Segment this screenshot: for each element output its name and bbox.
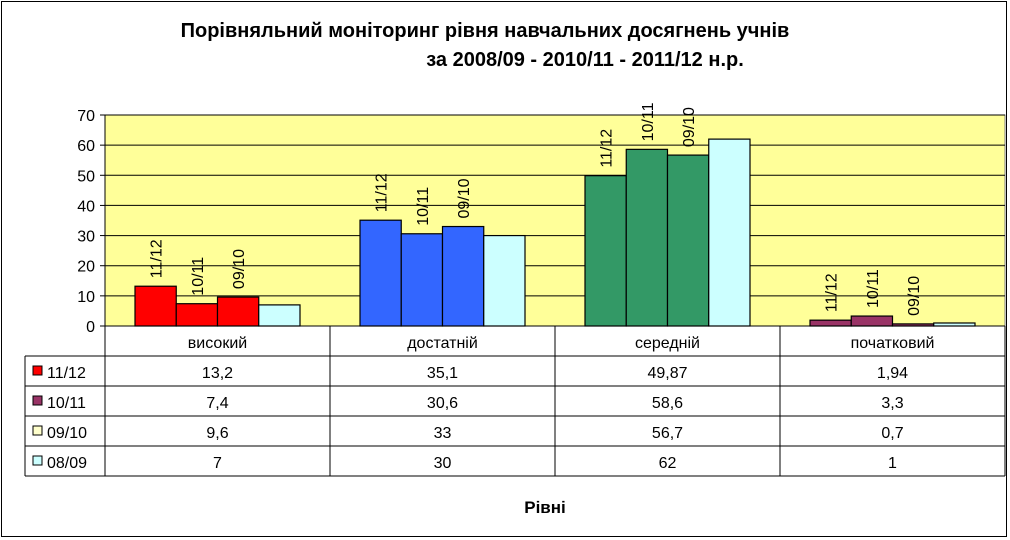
- y-tick-label: 30: [77, 229, 95, 246]
- bar: [708, 138, 751, 327]
- legend-key: [32, 425, 43, 436]
- legend-key: [32, 365, 43, 376]
- data-table-cell: 1,94: [877, 365, 908, 382]
- data-table-cell: 0,7: [881, 425, 903, 442]
- bar: [850, 315, 894, 327]
- bar: [359, 219, 402, 327]
- plot-area: [104, 114, 1006, 327]
- legend-key: [32, 455, 43, 466]
- data-table-cell: 1: [888, 455, 897, 472]
- y-tick-label: 10: [77, 289, 95, 306]
- data-table-cell: 9,6: [206, 425, 228, 442]
- y-tick-label: 0: [86, 319, 95, 336]
- y-tick-label: 60: [77, 138, 95, 155]
- data-table-cell: 49,87: [647, 365, 687, 382]
- bar-annotation: 09/10: [906, 276, 923, 316]
- data-table-cell: 62: [659, 455, 677, 472]
- data-table-cell: 30: [434, 455, 452, 472]
- data-table-cell: 3,3: [881, 395, 903, 412]
- y-tick-label: 20: [77, 259, 95, 276]
- chart-subtitle: за 2008/09 - 2010/11 - 2011/12 н.р.: [426, 49, 744, 71]
- bar-annotation: 10/11: [190, 257, 207, 296]
- bar: [400, 233, 444, 327]
- data-table-cell: 33: [434, 425, 452, 442]
- bar: [666, 154, 710, 327]
- category-label: середній: [635, 335, 700, 352]
- bar-annotation: 11/12: [599, 129, 616, 168]
- bar: [216, 296, 260, 327]
- category-label: високий: [188, 335, 247, 352]
- bar: [584, 175, 627, 327]
- data-table-cell: 13,2: [202, 365, 233, 382]
- legend-label: 09/10: [47, 425, 87, 442]
- y-tick-label: 40: [77, 198, 95, 215]
- data-table-cell: 58,6: [652, 395, 683, 412]
- chart-title: Порівняльний моніторинг рівня навчальних…: [180, 20, 790, 42]
- bar: [258, 304, 301, 327]
- category-label: початковий: [851, 335, 935, 352]
- data-table-cell: 35,1: [427, 365, 458, 382]
- bar: [134, 285, 177, 327]
- bar: [441, 225, 485, 327]
- x-axis-title: Рівні: [524, 498, 566, 517]
- y-tick-label: 50: [77, 168, 95, 185]
- bar-annotation: 10/11: [865, 269, 882, 308]
- legend-key: [32, 395, 43, 406]
- bar-annotation: 09/10: [231, 249, 248, 289]
- bar: [625, 148, 669, 327]
- bar-annotation: 10/11: [415, 187, 432, 226]
- legend-label: 08/09: [47, 455, 87, 472]
- data-table-cell: 56,7: [652, 425, 683, 442]
- bar-annotation: 09/10: [681, 107, 698, 147]
- bar: [809, 319, 852, 327]
- bar-annotation: 10/11: [640, 102, 657, 141]
- data-table-cell: 7: [213, 455, 222, 472]
- legend-label: 11/12: [47, 365, 86, 382]
- y-tick-label: 70: [77, 108, 95, 125]
- bar-annotation: 11/12: [824, 273, 841, 312]
- data-table-cell: 30,6: [427, 395, 458, 412]
- bar-annotation: 11/12: [374, 173, 391, 212]
- bar-annotation: 11/12: [149, 239, 166, 278]
- legend-label: 10/11: [47, 395, 86, 412]
- bar-annotation: 09/10: [456, 178, 473, 218]
- category-label: достатній: [407, 335, 478, 352]
- data-table-cell: 7,4: [206, 395, 228, 412]
- bar: [483, 234, 526, 327]
- bar: [175, 303, 219, 327]
